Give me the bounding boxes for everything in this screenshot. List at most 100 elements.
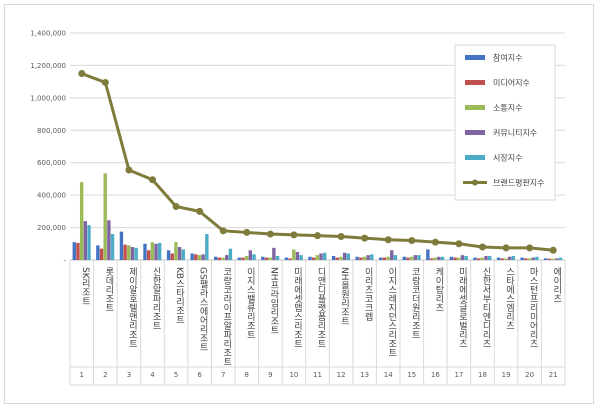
bar <box>453 257 457 260</box>
bar <box>127 245 131 260</box>
bar <box>103 173 107 260</box>
bar <box>275 255 280 260</box>
index-label: 19 <box>502 371 511 379</box>
category-label: 이지스밸류리조트 <box>245 267 255 339</box>
line-point <box>384 236 392 244</box>
bar <box>284 257 289 260</box>
bar <box>504 258 508 260</box>
bar <box>228 248 233 260</box>
bar <box>96 245 100 260</box>
bar <box>393 255 398 260</box>
bar <box>146 250 151 260</box>
legend-label: 커뮤니티지수 <box>493 128 537 138</box>
line-point <box>455 240 463 248</box>
index-label: 12 <box>337 371 346 379</box>
category-label: GS팰라스에어리조트 <box>198 267 208 352</box>
bar <box>547 258 552 260</box>
index-label: 11 <box>313 371 322 379</box>
legend-swatch <box>465 155 485 160</box>
bar <box>119 231 124 260</box>
category-label: 에이리츠 <box>551 267 561 303</box>
legend-swatch <box>465 130 485 135</box>
line-point <box>266 230 274 238</box>
bar <box>315 255 320 260</box>
category-label: NH프라임리조트 <box>268 267 278 335</box>
category-label: 디앤디플랫폼리조트 <box>316 267 326 348</box>
bar <box>214 256 218 260</box>
bar <box>264 257 269 260</box>
bar <box>110 234 115 260</box>
bar <box>524 258 528 260</box>
category-label: 미래에셋맵스리조트 <box>292 267 302 348</box>
legend-swatch <box>465 55 485 60</box>
index-label: 13 <box>360 371 369 379</box>
index-label: 14 <box>384 371 393 379</box>
index-label: 6 <box>197 371 202 379</box>
y-tick-label: 1,200,000 <box>30 62 66 70</box>
bar <box>323 252 327 260</box>
index-label: 4 <box>150 371 155 379</box>
chart-svg: - 200,000 400,000 600,000 800,000 1,000,000 1,… <box>30 30 566 386</box>
bar <box>295 251 300 260</box>
bar <box>417 255 421 260</box>
bar <box>248 250 253 260</box>
bar <box>221 257 225 260</box>
category-label: 제이알호텔앤리조트 <box>127 267 137 348</box>
index-label: 15 <box>407 371 416 379</box>
line-point <box>196 207 204 215</box>
bar <box>170 253 174 260</box>
bar <box>331 255 336 260</box>
bar <box>379 257 383 260</box>
index-label: 18 <box>478 371 487 379</box>
line-point <box>149 176 156 184</box>
bar <box>311 257 316 260</box>
bar <box>217 257 222 260</box>
category-label: 이지스레지던스리조트 <box>386 267 396 357</box>
bar <box>429 258 434 260</box>
bar <box>359 257 363 260</box>
bar <box>535 256 539 260</box>
y-tick-label: - <box>63 257 66 265</box>
bar <box>177 247 182 260</box>
line-point <box>502 244 510 252</box>
bar <box>237 257 241 260</box>
bar <box>409 256 414 260</box>
bar <box>390 250 394 260</box>
y-tick-label: 800,000 <box>37 127 66 135</box>
line-point <box>479 243 486 251</box>
bar <box>261 256 265 260</box>
index-label: 16 <box>431 371 440 379</box>
chart-frame: - 200,000 400,000 600,000 800,000 1,000,000 1,… <box>4 4 594 404</box>
bar <box>83 221 88 260</box>
bar <box>205 234 209 260</box>
bar <box>150 242 155 260</box>
bar <box>457 257 461 260</box>
bar <box>272 247 276 260</box>
index-label: 1 <box>80 371 84 379</box>
index-label: 20 <box>525 371 534 379</box>
bar <box>370 254 374 260</box>
bar <box>346 253 350 260</box>
legend-swatch <box>465 80 485 85</box>
bar <box>555 258 559 260</box>
bar <box>433 257 437 260</box>
line-point <box>408 237 416 245</box>
bar <box>426 249 430 260</box>
index-label: 5 <box>174 371 178 379</box>
index-label: 9 <box>268 371 272 379</box>
line-point <box>337 232 345 240</box>
category-label: 마스턴프리미어리츠 <box>528 267 538 348</box>
bar <box>476 258 481 260</box>
line-point <box>125 166 133 174</box>
category-label: NH올원리조트 <box>339 267 349 326</box>
legend-marker <box>472 179 478 186</box>
bar <box>511 255 515 260</box>
line-point <box>290 231 298 239</box>
bar <box>319 253 323 260</box>
index-label: 10 <box>289 371 298 379</box>
category-label: KB스타리조트 <box>174 267 184 324</box>
line-point <box>549 246 557 254</box>
bar <box>488 255 492 260</box>
line-point <box>431 238 439 246</box>
legend-swatch <box>465 105 485 110</box>
